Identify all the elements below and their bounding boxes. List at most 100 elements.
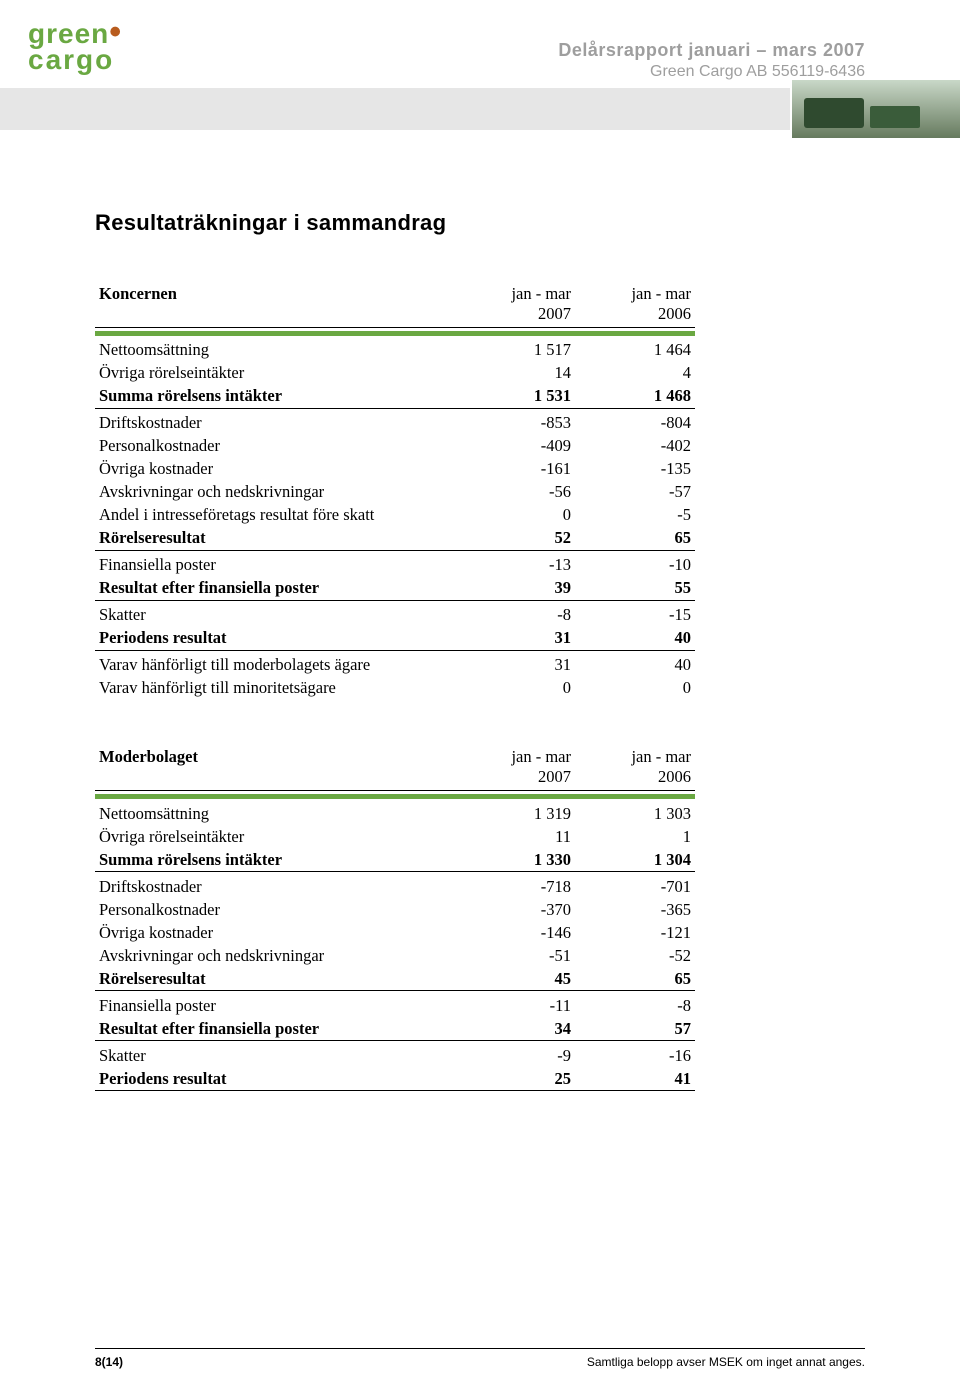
row-label: Rörelseresultat bbox=[95, 527, 455, 551]
row-label: Varav hänförligt till minoritetsägare bbox=[95, 677, 455, 700]
table-koncernen: Koncernenjan - marjan - mar20072006Netto… bbox=[95, 282, 695, 700]
footer-page: 8(14) bbox=[95, 1355, 123, 1369]
col-header: jan - mar bbox=[455, 282, 575, 304]
row-value: -718 bbox=[455, 875, 575, 898]
table-row: Övriga rörelseintäkter144 bbox=[95, 362, 695, 385]
row-value: 1 468 bbox=[575, 385, 695, 409]
banner-image bbox=[790, 80, 960, 138]
col-header: jan - mar bbox=[455, 746, 575, 768]
row-value: 1 304 bbox=[575, 848, 695, 872]
row-value: -56 bbox=[455, 481, 575, 504]
row-label: Resultat efter finansiella poster bbox=[95, 1017, 455, 1041]
header-title: Delårsrapport januari – mars 2007 bbox=[558, 40, 865, 61]
row-label: Finansiella poster bbox=[95, 554, 455, 577]
row-value: 40 bbox=[575, 627, 695, 651]
row-value: 1 303 bbox=[575, 802, 695, 825]
table-row: Övriga kostnader-161-135 bbox=[95, 458, 695, 481]
table-name: Moderbolaget bbox=[95, 746, 455, 768]
logo-line2: cargo bbox=[28, 44, 122, 76]
row-value: 1 531 bbox=[455, 385, 575, 409]
row-value: -51 bbox=[455, 944, 575, 967]
table-row: Rörelseresultat5265 bbox=[95, 527, 695, 551]
table-row: Rörelseresultat4565 bbox=[95, 967, 695, 991]
table-row: Personalkostnader-370-365 bbox=[95, 898, 695, 921]
row-value: 65 bbox=[575, 967, 695, 991]
row-label: Övriga rörelseintäkter bbox=[95, 825, 455, 848]
row-value: 41 bbox=[575, 1067, 695, 1091]
row-value: 52 bbox=[455, 527, 575, 551]
table-row: Varav hänförligt till minoritetsägare00 bbox=[95, 677, 695, 700]
col-header: jan - mar bbox=[575, 746, 695, 768]
table-row: Andel i intresseföretags resultat före s… bbox=[95, 504, 695, 527]
row-label: Nettoomsättning bbox=[95, 339, 455, 362]
row-label: Resultat efter finansiella poster bbox=[95, 577, 455, 601]
row-label: Andel i intresseföretags resultat före s… bbox=[95, 504, 455, 527]
row-value: -10 bbox=[575, 554, 695, 577]
table-row: Personalkostnader-409-402 bbox=[95, 435, 695, 458]
row-value: 34 bbox=[455, 1017, 575, 1041]
row-value: -57 bbox=[575, 481, 695, 504]
row-value: -701 bbox=[575, 875, 695, 898]
row-value: -52 bbox=[575, 944, 695, 967]
table-row: Summa rörelsens intäkter1 3301 304 bbox=[95, 848, 695, 872]
row-value: -11 bbox=[455, 994, 575, 1017]
footer-note: Samtliga belopp avser MSEK om inget anna… bbox=[587, 1355, 865, 1369]
table-row: Nettoomsättning1 3191 303 bbox=[95, 802, 695, 825]
col-year: 2007 bbox=[455, 304, 575, 328]
row-label: Övriga kostnader bbox=[95, 458, 455, 481]
row-value: 40 bbox=[575, 654, 695, 677]
row-label: Periodens resultat bbox=[95, 627, 455, 651]
col-year: 2006 bbox=[575, 767, 695, 791]
row-label: Avskrivningar och nedskrivningar bbox=[95, 944, 455, 967]
row-label: Driftskostnader bbox=[95, 875, 455, 898]
row-value: 1 bbox=[575, 825, 695, 848]
row-label: Summa rörelsens intäkter bbox=[95, 385, 455, 409]
col-year: 2007 bbox=[455, 767, 575, 791]
row-label: Nettoomsättning bbox=[95, 802, 455, 825]
row-label: Summa rörelsens intäkter bbox=[95, 848, 455, 872]
page-title: Resultaträkningar i sammandrag bbox=[95, 210, 865, 236]
row-label: Skatter bbox=[95, 604, 455, 627]
table-name: Koncernen bbox=[95, 282, 455, 304]
row-value: -135 bbox=[575, 458, 695, 481]
row-value: -146 bbox=[455, 921, 575, 944]
row-value: -402 bbox=[575, 435, 695, 458]
row-value: 0 bbox=[575, 677, 695, 700]
row-value: 14 bbox=[455, 362, 575, 385]
table-row: Finansiella poster-11-8 bbox=[95, 994, 695, 1017]
row-value: 55 bbox=[575, 577, 695, 601]
table-row: Varav hänförligt till moderbolagets ägar… bbox=[95, 654, 695, 677]
row-value: 39 bbox=[455, 577, 575, 601]
row-value: 0 bbox=[455, 677, 575, 700]
row-value: 31 bbox=[455, 627, 575, 651]
table-row: Övriga kostnader-146-121 bbox=[95, 921, 695, 944]
row-label: Övriga kostnader bbox=[95, 921, 455, 944]
row-value: -121 bbox=[575, 921, 695, 944]
table-row: Resultat efter finansiella poster3457 bbox=[95, 1017, 695, 1041]
footer: 8(14) Samtliga belopp avser MSEK om inge… bbox=[95, 1348, 865, 1369]
train-icon bbox=[804, 98, 864, 128]
table-row: Periodens resultat3140 bbox=[95, 627, 695, 651]
row-value: -161 bbox=[455, 458, 575, 481]
row-label: Avskrivningar och nedskrivningar bbox=[95, 481, 455, 504]
row-value: 11 bbox=[455, 825, 575, 848]
col-header: jan - mar bbox=[575, 282, 695, 304]
row-value: -16 bbox=[575, 1044, 695, 1067]
table-row: Periodens resultat2541 bbox=[95, 1067, 695, 1091]
row-value: -13 bbox=[455, 554, 575, 577]
row-value: 25 bbox=[455, 1067, 575, 1091]
content: Resultaträkningar i sammandrag Koncernen… bbox=[0, 150, 960, 1091]
row-value: -8 bbox=[575, 994, 695, 1017]
row-value: -15 bbox=[575, 604, 695, 627]
row-label: Övriga rörelseintäkter bbox=[95, 362, 455, 385]
table-row: Driftskostnader-718-701 bbox=[95, 875, 695, 898]
row-value: 65 bbox=[575, 527, 695, 551]
row-value: 4 bbox=[575, 362, 695, 385]
row-value: 57 bbox=[575, 1017, 695, 1041]
col-year: 2006 bbox=[575, 304, 695, 328]
row-value: -5 bbox=[575, 504, 695, 527]
row-value: 31 bbox=[455, 654, 575, 677]
row-value: 1 517 bbox=[455, 339, 575, 362]
row-value: -9 bbox=[455, 1044, 575, 1067]
row-value: -365 bbox=[575, 898, 695, 921]
